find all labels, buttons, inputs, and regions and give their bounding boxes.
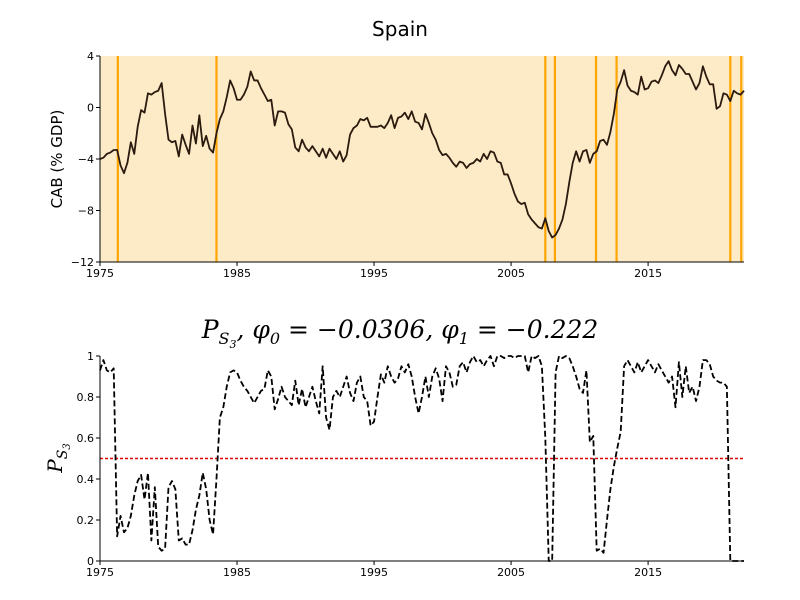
- bottom-y-tick-label: 0.6: [77, 432, 95, 445]
- top-x-ticks: 1975 1985 1995 2005 2015: [86, 262, 662, 280]
- bottom-x-tick-label: 1985: [223, 566, 251, 579]
- top-x-tick-label: 1995: [360, 267, 388, 280]
- bottom-y-tick-label: 1: [87, 350, 94, 363]
- top-x-tick-label: 1975: [86, 267, 114, 280]
- bottom-x-tick-label: 1975: [86, 566, 114, 579]
- top-x-tick-label: 2015: [634, 267, 662, 280]
- top-y-axis-label: CAB (% GDP): [48, 110, 66, 209]
- bottom-series-layer: [99, 355, 744, 562]
- top-y-tick-label: 4: [87, 50, 94, 63]
- top-series-line: [99, 60, 745, 239]
- bottom-y-tick-label: 0.4: [77, 473, 95, 486]
- bottom-x-tick-label: 2005: [497, 566, 525, 579]
- bottom-x-ticks: 1975 1985 1995 2005 2015: [86, 561, 662, 579]
- top-y-tick-label: −12: [71, 256, 94, 269]
- bottom-y-ticks: 0 0.2 0.4 0.6 0.8 1: [77, 350, 100, 568]
- bottom-y-tick-label: 0: [87, 555, 94, 568]
- bottom-x-tick-label: 2015: [634, 566, 662, 579]
- top-y-tick-label: 0: [87, 102, 94, 115]
- top-y-ticks: −12 −8 −4 0 4: [71, 50, 100, 269]
- bottom-chart-title: PS3, φ0 = −0.0306, φ1 = −0.222: [201, 315, 599, 351]
- top-chart-title: Spain: [372, 17, 428, 41]
- bottom-y-axis-label: PS3: [43, 443, 73, 473]
- top-plot-background: [100, 56, 744, 262]
- top-series-layer: [99, 60, 745, 239]
- bottom-series-line: [99, 355, 744, 562]
- bottom-x-tick-label: 1995: [360, 566, 388, 579]
- top-y-tick-label: −8: [78, 205, 94, 218]
- top-panel: Spain −12 −8 −4 0 4 1975 1985 1995 2005 2015 CAB…: [48, 17, 745, 280]
- top-x-tick-label: 2005: [497, 267, 525, 280]
- bottom-panel: PS3, φ0 = −0.0306, φ1 = −0.222 0 0.2 0.4 0.…: [43, 315, 744, 579]
- bottom-y-tick-label: 0.2: [77, 514, 95, 527]
- top-y-tick-label: −4: [78, 153, 94, 166]
- top-x-tick-label: 1985: [223, 267, 251, 280]
- bottom-y-tick-label: 0.8: [77, 391, 95, 404]
